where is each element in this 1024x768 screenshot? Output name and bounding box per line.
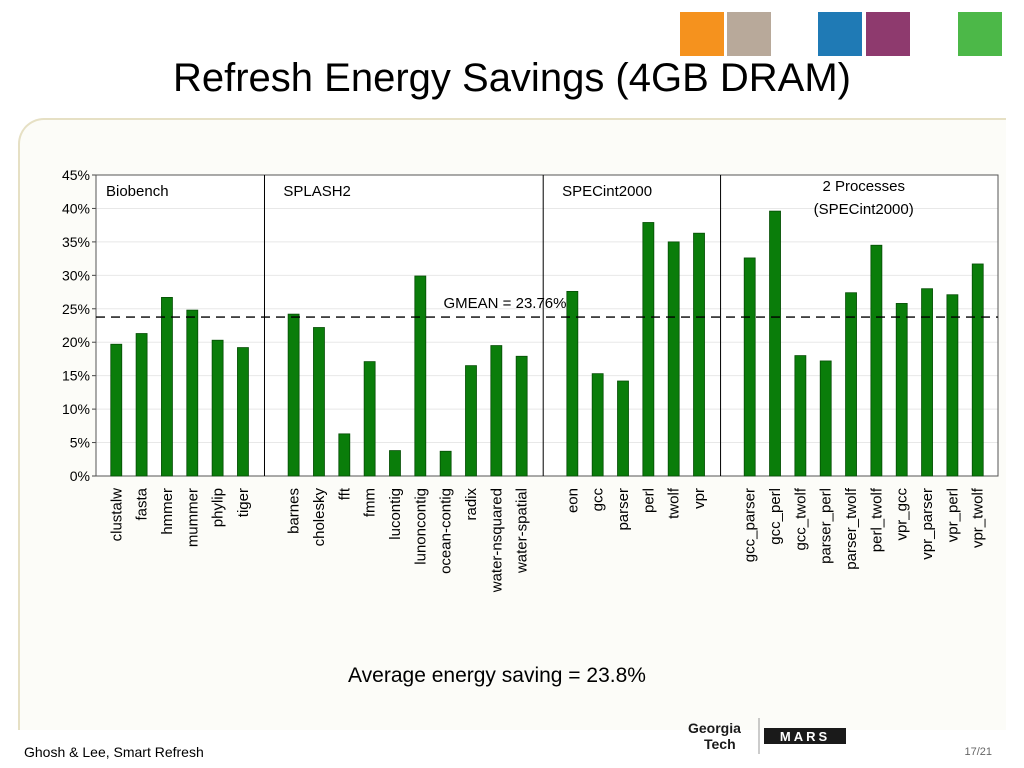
bar-gcc bbox=[591, 373, 604, 477]
y-tick-label: 40% bbox=[62, 200, 90, 216]
georgia-tech-mars-logo: Georgia Tech MARS bbox=[688, 718, 846, 754]
x-tick-label-hmmer: hmmer bbox=[159, 488, 176, 535]
x-tick-label-tiger: tiger bbox=[235, 488, 252, 517]
bar-vpr_perl bbox=[946, 294, 959, 477]
x-tick-label-vpr_parser: vpr_parser bbox=[919, 488, 936, 560]
plot-border bbox=[95, 174, 999, 477]
x-tick-label-mummer: mummer bbox=[184, 488, 201, 547]
y-tick-label: 30% bbox=[62, 267, 90, 283]
x-tick-label-gcc_parser: gcc_parser bbox=[742, 488, 759, 562]
bar-hmmer bbox=[161, 297, 173, 477]
x-tick-label-vpr_perl: vpr_perl bbox=[944, 488, 961, 542]
y-tick-label: 0% bbox=[70, 468, 90, 484]
header-thumbnail-green bbox=[958, 12, 1002, 56]
group-label-sub-3: (SPECint2000) bbox=[814, 201, 914, 218]
logo-mark: MARS bbox=[780, 729, 830, 744]
x-tick-label-cholesky: cholesky bbox=[311, 488, 328, 547]
bar-parser_twolf bbox=[845, 292, 857, 477]
x-tick-label-gcc: gcc bbox=[590, 488, 607, 512]
x-tick-label-twolf: twolf bbox=[666, 487, 683, 519]
x-tick-label-fasta: fasta bbox=[134, 487, 151, 520]
header-thumbnail-circuit bbox=[866, 12, 910, 56]
gmean-label: GMEAN = 23.76% bbox=[444, 295, 567, 312]
footer-citation: Ghosh & Lee, Smart Refresh bbox=[24, 744, 204, 760]
y-tick-label: 5% bbox=[70, 435, 90, 451]
bar-vpr_gcc bbox=[895, 303, 908, 477]
x-tick-label-radix: radix bbox=[463, 488, 480, 521]
page-number: 17/21 bbox=[964, 746, 992, 758]
bar-eon bbox=[566, 290, 579, 477]
bar-phylip bbox=[211, 339, 224, 477]
x-tick-label-fmm: fmm bbox=[362, 488, 379, 517]
bar-perl bbox=[642, 222, 655, 477]
bar-parser_perl bbox=[819, 360, 832, 477]
bar-water-spatial bbox=[515, 355, 528, 477]
bar-lunoncontig bbox=[414, 275, 427, 477]
group-label-1: SPLASH2 bbox=[283, 183, 351, 200]
x-tick-label-water-spatial: water-spatial bbox=[514, 488, 531, 574]
bar-water-nsquared bbox=[490, 345, 503, 477]
x-tick-label-parser_perl: parser_perl bbox=[818, 488, 835, 564]
y-tick-label: 45% bbox=[62, 167, 90, 183]
group-label-0: Biobench bbox=[106, 183, 169, 200]
y-tick-label: 20% bbox=[62, 334, 90, 350]
x-tick-label-parser: parser bbox=[615, 488, 632, 531]
bar-fasta bbox=[135, 333, 148, 477]
y-tick-label: 15% bbox=[62, 368, 90, 384]
bar-tiger bbox=[237, 347, 249, 477]
x-tick-label-gcc_perl: gcc_perl bbox=[767, 488, 784, 545]
bar-mummer bbox=[186, 309, 199, 477]
x-tick-label-parser_twolf: parser_twolf bbox=[843, 487, 860, 570]
bar-vpr bbox=[693, 232, 705, 477]
bar-cholesky bbox=[313, 327, 325, 477]
header-thumbnail-orange bbox=[680, 12, 724, 56]
x-tick-label-ocean-contig: ocean-contig bbox=[438, 488, 455, 574]
bar-fft bbox=[338, 433, 351, 477]
group-label-3: 2 Processes bbox=[822, 178, 905, 195]
y-tick-label: 25% bbox=[62, 301, 90, 317]
group-label-2: SPECint2000 bbox=[562, 183, 652, 200]
bar-radix bbox=[465, 365, 477, 477]
bar-gcc_twolf bbox=[794, 355, 807, 477]
slide-title: Refresh Energy Savings (4GB DRAM) bbox=[172, 56, 851, 100]
bar-lucontig bbox=[389, 450, 401, 477]
x-tick-label-fft: fft bbox=[336, 487, 353, 500]
y-tick-label: 10% bbox=[62, 401, 90, 417]
x-tick-label-vpr: vpr bbox=[691, 488, 708, 509]
x-tick-label-gcc_twolf: gcc_twolf bbox=[792, 487, 809, 550]
bar-parser bbox=[617, 380, 629, 477]
x-tick-label-vpr_twolf: vpr_twolf bbox=[970, 487, 987, 548]
bar-vpr_parser bbox=[921, 288, 933, 477]
header-thumbnail-blue bbox=[818, 12, 862, 56]
y-tick-label: 35% bbox=[62, 234, 90, 250]
x-tick-label-vpr_gcc: vpr_gcc bbox=[894, 488, 911, 541]
bar-perl_twolf bbox=[870, 244, 883, 477]
x-tick-label-barnes: barnes bbox=[286, 488, 303, 534]
average-saving-note: Average energy saving = 23.8% bbox=[348, 664, 646, 687]
bar-twolf bbox=[667, 241, 680, 477]
bar-gcc_parser bbox=[743, 257, 756, 477]
x-tick-label-eon: eon bbox=[564, 488, 581, 513]
plot-area bbox=[96, 175, 998, 476]
bar-barnes bbox=[287, 313, 300, 477]
x-tick-label-clustalw: clustalw bbox=[108, 488, 125, 542]
bar-gcc_perl bbox=[769, 210, 781, 477]
bar-clustalw bbox=[110, 343, 123, 477]
logo-line2: Tech bbox=[704, 736, 736, 752]
x-tick-label-lucontig: lucontig bbox=[387, 488, 404, 540]
x-tick-label-lunoncontig: lunoncontig bbox=[412, 488, 429, 565]
logo-line1: Georgia bbox=[688, 720, 741, 736]
bar-fmm bbox=[363, 361, 376, 477]
x-tick-label-perl: perl bbox=[640, 488, 657, 513]
bar-vpr_twolf bbox=[971, 263, 984, 477]
x-tick-label-water-nsquared: water-nsquared bbox=[488, 488, 505, 593]
x-tick-label-phylip: phylip bbox=[210, 488, 227, 527]
header-thumbnail-photo bbox=[727, 12, 771, 56]
x-tick-label-perl_twolf: perl_twolf bbox=[868, 487, 885, 552]
bar-ocean-contig bbox=[439, 450, 452, 477]
